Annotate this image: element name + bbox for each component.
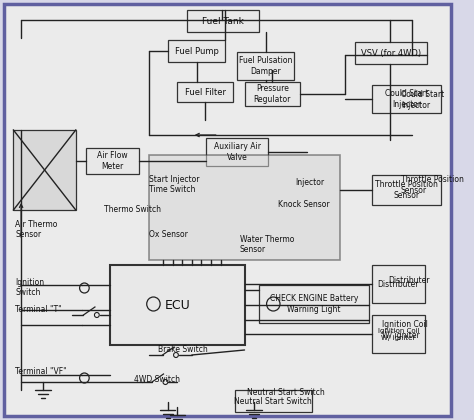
Bar <box>372 175 441 205</box>
Text: Fuel Filter: Fuel Filter <box>185 87 226 97</box>
Text: Could Start
Injector: Could Start Injector <box>401 90 444 110</box>
Text: Water Thermo
Sensor: Water Thermo Sensor <box>240 235 294 255</box>
Text: Distributer: Distributer <box>388 276 430 284</box>
Text: Fuel Pump: Fuel Pump <box>174 47 219 55</box>
Text: Pressure
Regulator: Pressure Regulator <box>254 84 291 104</box>
Text: ECU: ECU <box>164 299 190 312</box>
Bar <box>259 285 369 323</box>
Text: Throttle Position
Sensor: Throttle Position Sensor <box>401 175 464 195</box>
Bar <box>206 138 268 166</box>
Text: Throttle Position
Sensor: Throttle Position Sensor <box>375 180 438 200</box>
Text: Auxiliary Air
Valve: Auxiliary Air Valve <box>214 142 261 162</box>
Text: Ox Sensor: Ox Sensor <box>149 230 188 239</box>
Text: CHECK ENGINE Battery
Warning Light: CHECK ENGINE Battery Warning Light <box>270 294 358 314</box>
Bar <box>110 265 245 345</box>
Bar <box>245 82 300 106</box>
Bar <box>13 130 76 210</box>
Text: Terminal "T": Terminal "T" <box>15 305 62 314</box>
Text: Start Injector
Time Switch: Start Injector Time Switch <box>149 175 199 194</box>
Text: Ignition Coil
W/ igniter: Ignition Coil W/ igniter <box>378 328 419 341</box>
Text: 4WD Switch: 4WD Switch <box>134 375 180 384</box>
Text: Could Start
Injector: Could Start Injector <box>385 89 428 109</box>
Bar <box>235 390 311 412</box>
Text: Ignition Coil
W/ igniter: Ignition Coil W/ igniter <box>382 320 428 340</box>
Bar <box>86 148 139 174</box>
Text: Distributer: Distributer <box>378 279 419 289</box>
Text: Injector: Injector <box>295 178 325 187</box>
Bar <box>372 85 441 113</box>
Text: Fuel Pulsation
Damper: Fuel Pulsation Damper <box>239 56 292 76</box>
Bar <box>372 315 425 353</box>
Text: Neutral Start Switch: Neutral Start Switch <box>247 388 325 397</box>
Text: Terminal "VF": Terminal "VF" <box>15 367 67 376</box>
Text: Fuel Tank: Fuel Tank <box>202 16 244 26</box>
Bar <box>168 40 225 62</box>
Text: Brake Switch: Brake Switch <box>158 345 208 354</box>
Bar <box>177 82 233 102</box>
Bar <box>187 10 259 32</box>
Bar <box>237 52 294 80</box>
Text: Ignition
Switch: Ignition Switch <box>15 278 45 297</box>
Bar <box>149 155 340 260</box>
Bar <box>372 265 425 303</box>
Text: Air Flow
Meter: Air Flow Meter <box>97 151 128 171</box>
Text: VSV (for 4WD): VSV (for 4WD) <box>361 48 421 58</box>
Bar <box>355 42 427 64</box>
Text: Air Thermo
Sensor: Air Thermo Sensor <box>15 220 58 239</box>
Text: Knock Sensor: Knock Sensor <box>278 200 330 209</box>
Text: Neutral Start Switch: Neutral Start Switch <box>235 396 312 405</box>
Text: Thermo Switch: Thermo Switch <box>103 205 161 214</box>
